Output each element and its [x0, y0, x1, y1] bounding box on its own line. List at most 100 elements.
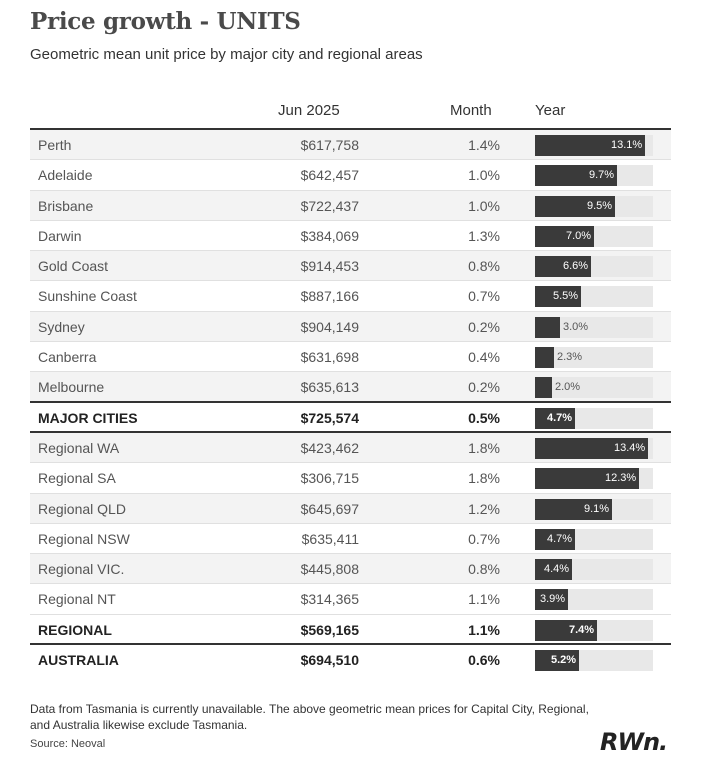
year-bar-label: 7.0%: [566, 229, 592, 242]
column-header-month: Month: [450, 102, 492, 119]
year-bar-label: 4.7%: [547, 532, 573, 545]
year-bar-label: 5.2%: [551, 654, 577, 667]
year-bar-label: 6.6%: [563, 260, 589, 273]
summary-row: MAJOR CITIES $725,574 0.5% 4.7%: [30, 403, 671, 433]
table-row: Regional VIC. $445,808 0.8% 4.4%: [30, 554, 671, 585]
year-bar-label: 4.7%: [547, 411, 573, 424]
table-row: Regional SA $306,715 1.8% 12.3%: [30, 463, 671, 494]
year-bar: [535, 165, 617, 187]
row-label: Sydney: [38, 318, 85, 335]
price-cell: $904,149: [300, 318, 359, 335]
year-bar-label: 3.0%: [563, 320, 589, 333]
row-label: Adelaide: [38, 167, 93, 184]
column-header-year: Year: [535, 102, 566, 119]
row-label: REGIONAL: [38, 621, 112, 638]
price-cell: $887,166: [300, 288, 359, 305]
table-row: Brisbane $722,437 1.0% 9.5%: [30, 190, 671, 221]
month-change-cell: 1.2%: [468, 500, 500, 517]
month-change-cell: 1.8%: [468, 439, 500, 456]
table-row: Perth $617,758 1.4% 13.1%: [30, 130, 671, 161]
year-bar: [535, 407, 575, 429]
table-row: Regional NSW $635,411 0.7% 4.7%: [30, 524, 671, 555]
price-cell: $914,453: [300, 258, 359, 275]
table-row: Canberra $631,698 0.4% 2.3%: [30, 342, 671, 373]
row-label: AUSTRALIA: [38, 652, 119, 669]
year-bar-label: 12.3%: [605, 472, 637, 485]
month-change-cell: 1.1%: [468, 591, 500, 608]
year-bar-track: 5.5%: [535, 286, 653, 308]
price-cell: $314,365: [300, 591, 359, 608]
table-row: Sunshine Coast $887,166 0.7% 5.5%: [30, 281, 671, 312]
month-change-cell: 1.3%: [468, 227, 500, 244]
year-bar-track: 3.0%: [535, 316, 653, 338]
year-bar-label: 3.9%: [540, 593, 566, 606]
month-change-cell: 0.5%: [468, 409, 500, 426]
table-row: Melbourne $635,613 0.2% 2.0%: [30, 372, 671, 403]
year-bar-label: 9.5%: [587, 199, 613, 212]
rwn-logo: RWn.: [600, 728, 668, 756]
year-bar-track: 7.0%: [535, 225, 653, 247]
row-label: Regional WA: [38, 439, 120, 456]
year-bar: [535, 256, 591, 278]
table-row: Gold Coast $914,453 0.8% 6.6%: [30, 251, 671, 282]
price-cell: $642,457: [300, 167, 359, 184]
month-change-cell: 0.6%: [468, 652, 500, 669]
table-row: Darwin $384,069 1.3% 7.0%: [30, 221, 671, 252]
row-label: Regional QLD: [38, 500, 126, 517]
year-bar-track: 5.2%: [535, 650, 653, 672]
year-bar: [535, 316, 560, 338]
year-bar-track: 6.6%: [535, 256, 653, 278]
price-cell: $722,437: [300, 197, 359, 214]
price-cell: $617,758: [300, 137, 359, 153]
table-header: Jun 2025 Month Year: [30, 96, 671, 130]
month-change-cell: 0.8%: [468, 561, 500, 578]
month-change-cell: 0.7%: [468, 530, 500, 547]
month-change-cell: 0.4%: [468, 349, 500, 366]
row-label: Sunshine Coast: [38, 288, 137, 305]
month-change-cell: 0.2%: [468, 318, 500, 335]
year-bar: [535, 650, 579, 672]
row-label: Melbourne: [38, 379, 105, 396]
row-label: Regional SA: [38, 470, 116, 487]
column-header-price: Jun 2025: [278, 102, 340, 119]
month-change-cell: 0.2%: [468, 379, 500, 396]
year-bar: [535, 619, 597, 641]
chart-subtitle: Geometric mean unit price by major city …: [30, 46, 423, 63]
year-bar: [535, 437, 648, 459]
row-label: Darwin: [38, 227, 82, 244]
row-label: Regional NT: [38, 591, 116, 608]
year-bar-track: 9.5%: [535, 195, 653, 217]
year-bar: [535, 347, 554, 369]
price-cell: $645,697: [300, 500, 359, 517]
year-bar: [535, 589, 568, 611]
year-bar-label: 7.4%: [569, 623, 595, 636]
year-bar-track: 9.1%: [535, 498, 653, 520]
row-label: Regional VIC.: [38, 561, 125, 578]
source-note: Source: Neoval: [30, 738, 106, 750]
year-bar: [535, 377, 552, 399]
year-bar-label: 2.0%: [555, 381, 581, 394]
row-label: Brisbane: [38, 197, 94, 214]
year-bar: [535, 135, 645, 156]
price-cell: $635,613: [300, 379, 359, 396]
year-bar-track: 4.7%: [535, 407, 653, 429]
year-bar-track: 13.4%: [535, 437, 653, 459]
price-cell: $384,069: [300, 227, 359, 244]
summary-row: AUSTRALIA $694,510 0.6% 5.2%: [30, 645, 671, 675]
year-bar-label: 13.4%: [614, 441, 646, 454]
price-growth-table: Jun 2025 Month Year Perth $617,758 1.4% 13.…: [30, 96, 671, 675]
year-bar: [535, 528, 575, 550]
month-change-cell: 0.8%: [468, 258, 500, 275]
table-body: Perth $617,758 1.4% 13.1% Adelaide $642,457 1.…: [30, 130, 671, 675]
row-label: MAJOR CITIES: [38, 409, 138, 426]
row-label: Regional NSW: [38, 530, 130, 547]
row-label: Perth: [38, 137, 72, 153]
year-bar-label: 9.1%: [584, 502, 610, 515]
price-cell: $694,510: [300, 652, 359, 669]
year-bar-track: 7.4%: [535, 619, 653, 641]
row-label: Canberra: [38, 349, 97, 366]
month-change-cell: 1.1%: [468, 621, 500, 638]
year-bar: [535, 559, 572, 581]
year-bar-track: 2.0%: [535, 377, 653, 399]
month-change-cell: 0.7%: [468, 288, 500, 305]
